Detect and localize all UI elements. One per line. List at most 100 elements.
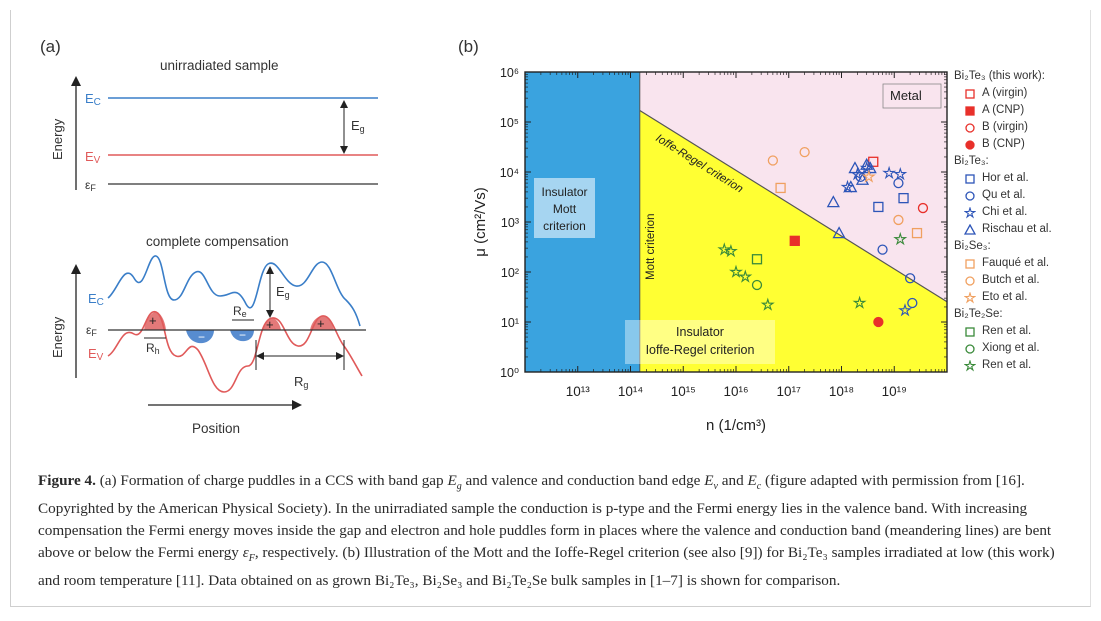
data-point bbox=[898, 192, 909, 204]
legend-item: Ren et al. bbox=[954, 323, 1094, 340]
legend-marker-icon bbox=[965, 276, 975, 286]
legend-item-label: Butch et al. bbox=[982, 274, 1040, 286]
legend-marker-icon bbox=[964, 224, 976, 235]
y-tick-label: 10⁴ bbox=[500, 166, 519, 180]
ec-label-top: EC bbox=[85, 91, 101, 108]
x-tick-label: 10¹⁷ bbox=[777, 384, 802, 399]
x-tick-label: 10¹⁹ bbox=[882, 384, 907, 399]
metal-label-box bbox=[882, 83, 942, 109]
legend-item: Chi et al. bbox=[954, 204, 1094, 221]
caption-ec: Ec bbox=[747, 472, 762, 493]
legend-group-title: Bi₂Te₂Se: bbox=[954, 308, 1003, 320]
legend-marker bbox=[965, 123, 975, 133]
x-tick-label: 10¹⁸ bbox=[829, 384, 854, 399]
ev-label-bottom: EV bbox=[88, 346, 104, 363]
legend-item: B (virgin) bbox=[954, 119, 1094, 136]
energy-axis-bottom-arrow bbox=[71, 264, 81, 274]
legend-item-label: Qu et al. bbox=[982, 189, 1026, 201]
legend-item: Eto et al. bbox=[954, 289, 1094, 306]
data-point bbox=[760, 297, 775, 311]
mott-line-label: Mott criterion bbox=[645, 214, 657, 280]
data-point bbox=[893, 214, 904, 226]
caption-text-1: (a) Formation of charge puddles in a CCS… bbox=[95, 472, 448, 489]
data-point bbox=[855, 172, 870, 185]
data-point bbox=[717, 242, 732, 256]
data-point bbox=[844, 180, 858, 193]
legend-item-label: Ren et al. bbox=[982, 325, 1032, 337]
legend-marker-icon bbox=[965, 123, 975, 133]
y-tick-label: 10¹ bbox=[501, 316, 519, 330]
legend-marker bbox=[965, 106, 975, 116]
plus-sign-3: + bbox=[317, 316, 325, 331]
eg-arrow-bottom-head-down bbox=[266, 310, 274, 318]
data-point bbox=[789, 235, 800, 246]
legend-item: A (virgin) bbox=[954, 85, 1094, 102]
data-point bbox=[861, 169, 876, 183]
legend-marker-icon bbox=[965, 89, 975, 99]
caption-figure-number: Figure 4. bbox=[38, 472, 96, 489]
legend-item-label: Chi et al. bbox=[982, 206, 1028, 218]
eg-arrow-top-head-down bbox=[340, 146, 348, 154]
x-tick-label: 10¹⁴ bbox=[618, 384, 644, 399]
legend-marker-icon bbox=[964, 292, 976, 304]
plus-sign-1: + bbox=[149, 313, 157, 328]
data-point bbox=[917, 202, 929, 214]
eg-arrow-bottom-head-up bbox=[266, 266, 274, 274]
legend-item-label: Xiong et al. bbox=[982, 342, 1040, 354]
position-axis-arrow bbox=[292, 400, 302, 410]
caption-eg: Eg bbox=[447, 472, 462, 493]
x-axis-label: n (1/cm³) bbox=[706, 417, 766, 434]
ev-meander bbox=[107, 311, 363, 393]
legend-item: B (CNP) bbox=[954, 136, 1094, 153]
caption-text-7: , bbox=[414, 572, 423, 590]
data-point bbox=[751, 254, 763, 265]
data-point bbox=[893, 231, 908, 246]
y-tick-label: 10⁶ bbox=[500, 66, 519, 80]
caption-bi2se3: Bi₂Se₃ bbox=[422, 572, 463, 590]
data-point bbox=[775, 182, 786, 194]
legend-item-label: Rischau et al. bbox=[982, 223, 1052, 235]
panel-b-chart: (b) Metal Ioffe-Regel criterion Mott crite… bbox=[458, 37, 948, 434]
y-axis-label: μ (cm²/Vs) bbox=[472, 187, 489, 256]
caption-text-3: and bbox=[717, 472, 748, 489]
figure-frame bbox=[10, 10, 1091, 607]
re-label: Re bbox=[233, 304, 247, 319]
insulator-mott-label-line: Mott bbox=[553, 202, 577, 216]
legend-marker bbox=[965, 276, 975, 286]
data-point bbox=[911, 227, 923, 239]
legend-marker bbox=[965, 191, 975, 201]
legend-marker bbox=[965, 344, 975, 354]
legend-marker bbox=[964, 292, 976, 304]
x-tick-label: 10¹⁵ bbox=[671, 384, 696, 399]
x-tick-label: 10¹⁶ bbox=[723, 384, 748, 399]
caption-text-5: , respectively. (b) Illustration of the … bbox=[254, 544, 788, 562]
rg-label: Rg bbox=[294, 374, 308, 390]
legend-marker bbox=[965, 327, 975, 337]
panel-a: (a) unirradiated sample Energy EC EV εF … bbox=[40, 37, 378, 436]
rg-arrow-head-left bbox=[256, 352, 264, 360]
plus-sign-2: + bbox=[266, 317, 274, 332]
caption-text-2: and valence and conduction band edge bbox=[461, 472, 705, 489]
legend-item-label: Hor et al. bbox=[982, 172, 1029, 184]
caption-bi2te2se: Bi₂Te₂Se bbox=[492, 572, 548, 590]
legend-marker bbox=[964, 360, 976, 372]
data-point bbox=[826, 195, 840, 208]
panel-a-label: (a) bbox=[40, 37, 61, 56]
legend-item: Qu et al. bbox=[954, 187, 1094, 204]
caption-ev: Ev bbox=[704, 472, 718, 493]
legend-marker bbox=[964, 207, 976, 219]
legend-marker-icon bbox=[965, 344, 975, 354]
data-point bbox=[882, 165, 897, 180]
legend-group-title: Bi₂Te₃ (this work): bbox=[954, 70, 1045, 82]
legend-marker-icon bbox=[965, 174, 975, 184]
legend-item-label: B (CNP) bbox=[982, 138, 1025, 150]
legend-marker-icon bbox=[965, 259, 975, 269]
figure-caption: Figure 4. (a) Formation of charge puddle… bbox=[38, 470, 1068, 592]
legend-item: Xiong et al. bbox=[954, 340, 1094, 357]
insulator-ir-label-line: Ioffe-Regel criterion bbox=[646, 343, 755, 357]
data-point bbox=[907, 297, 918, 309]
legend-item: Hor et al. bbox=[954, 170, 1094, 187]
caption-epsf: εF bbox=[242, 544, 255, 565]
legend-marker-icon bbox=[964, 360, 976, 372]
caption-text-8: and bbox=[462, 572, 492, 590]
